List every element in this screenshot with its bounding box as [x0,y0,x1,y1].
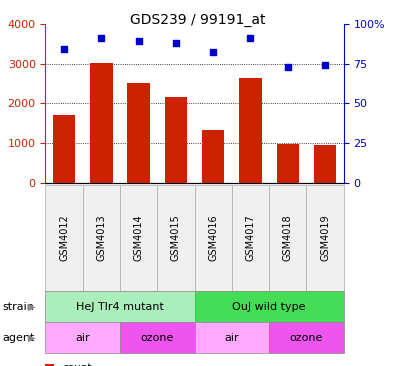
Text: ozone: ozone [290,333,323,343]
Text: GSM4014: GSM4014 [134,214,144,261]
Bar [53,115,75,183]
Text: GSM4015: GSM4015 [171,214,181,261]
Bar [202,130,224,183]
Text: count: count [62,363,92,366]
Bar [314,145,336,183]
Text: strain: strain [2,302,34,311]
Text: agent: agent [2,333,34,343]
Text: ▶: ▶ [28,333,36,343]
Bar [90,63,113,183]
Text: GSM4018: GSM4018 [283,214,293,261]
Text: ▶: ▶ [28,302,36,311]
Point [210,49,216,55]
Text: GSM4013: GSM4013 [96,214,106,261]
Point [61,46,67,52]
Bar [128,83,150,183]
Text: OuJ wild type: OuJ wild type [232,302,306,311]
Text: GDS239 / 99191_at: GDS239 / 99191_at [130,13,265,27]
Text: ozone: ozone [141,333,174,343]
Text: HeJ Tlr4 mutant: HeJ Tlr4 mutant [76,302,164,311]
Text: GSM4012: GSM4012 [59,214,69,261]
Bar [165,97,187,183]
Text: air: air [75,333,90,343]
Text: GSM4017: GSM4017 [245,214,256,261]
Point [98,35,105,41]
Point [322,62,328,68]
Point [135,38,142,44]
Point [247,35,254,41]
Text: air: air [224,333,239,343]
Point [284,64,291,70]
Bar [239,78,261,183]
Bar [276,145,299,183]
Text: GSM4019: GSM4019 [320,214,330,261]
Point [173,40,179,46]
Text: GSM4016: GSM4016 [208,214,218,261]
